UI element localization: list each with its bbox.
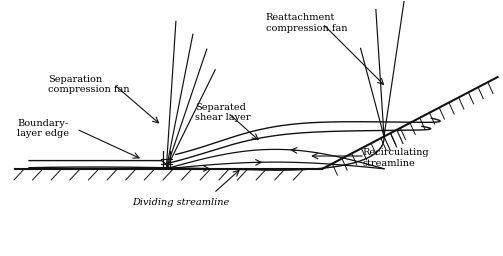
Text: Separation: Separation: [48, 74, 102, 83]
Text: Separated: Separated: [195, 103, 245, 112]
Text: Dividing streamline: Dividing streamline: [132, 198, 229, 207]
Text: shear layer: shear layer: [195, 113, 250, 122]
Text: compression fan: compression fan: [266, 24, 347, 33]
Text: compression fan: compression fan: [48, 85, 129, 94]
Text: streamline: streamline: [363, 158, 415, 168]
Text: Reattachment: Reattachment: [266, 13, 335, 23]
Text: layer edge: layer edge: [17, 129, 69, 138]
Text: Boundary-: Boundary-: [17, 119, 68, 128]
Text: Recirculating: Recirculating: [363, 148, 430, 157]
